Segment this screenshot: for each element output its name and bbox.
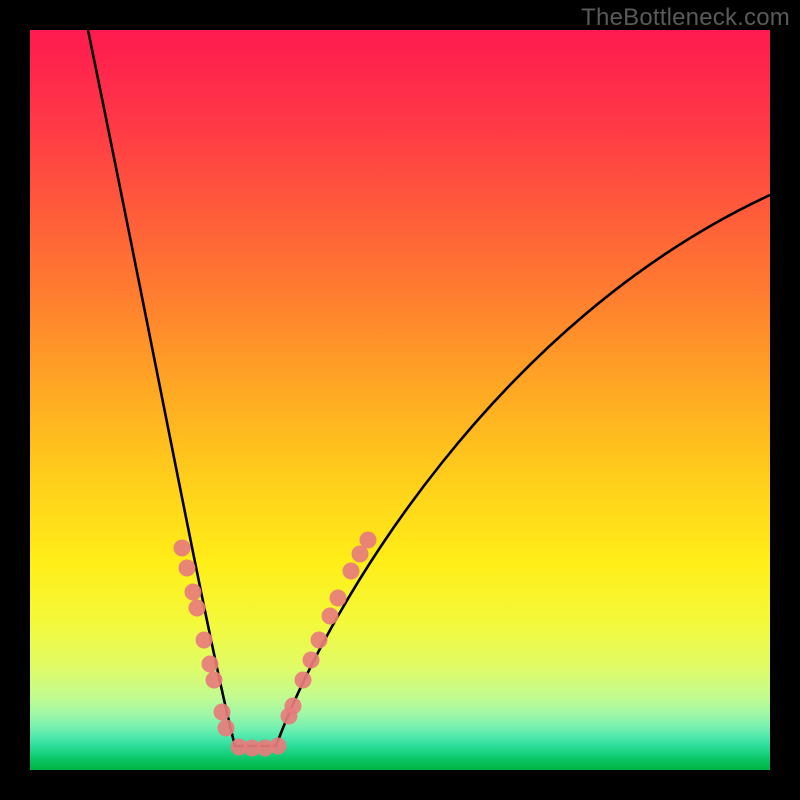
data-marker [185,584,202,601]
data-marker [270,738,287,755]
data-marker [179,560,196,577]
plot-background [30,30,770,770]
chart-canvas: TheBottleneck.com [0,0,800,800]
data-marker [214,704,231,721]
data-marker [360,532,377,549]
data-marker [285,698,302,715]
data-marker [202,656,219,673]
data-marker [311,632,328,649]
data-marker [196,632,213,649]
watermark-label: TheBottleneck.com [581,4,790,32]
data-marker [174,540,191,557]
data-marker [303,652,320,669]
data-marker [295,672,312,689]
data-marker [218,720,235,737]
data-marker [330,590,347,607]
plot-svg [0,0,800,800]
data-marker [322,608,339,625]
data-marker [189,600,206,617]
data-marker [206,672,223,689]
data-marker [343,563,360,580]
